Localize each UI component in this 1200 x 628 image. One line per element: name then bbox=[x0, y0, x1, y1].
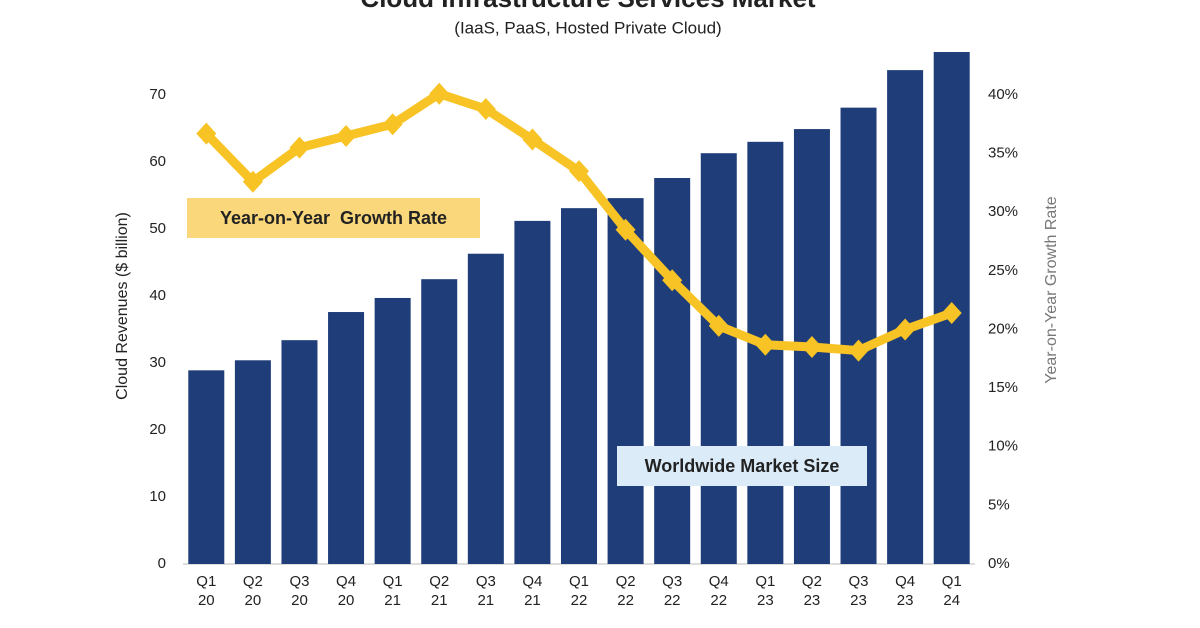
y-tick-label: 50 bbox=[149, 220, 166, 237]
bar bbox=[281, 340, 318, 564]
annotation: Year-on-Year Growth Rate bbox=[220, 208, 447, 228]
bar bbox=[700, 153, 737, 564]
y-axis-label: Cloud Revenues ($ billion) bbox=[114, 212, 131, 400]
y2-tick-label: 40% bbox=[988, 86, 1018, 103]
marker bbox=[289, 136, 310, 159]
marker bbox=[242, 170, 263, 193]
y-tick-label: 70 bbox=[149, 86, 166, 103]
x-tick-label: 23 bbox=[897, 592, 914, 609]
x-tick-label: 23 bbox=[804, 592, 821, 609]
marker bbox=[848, 339, 869, 362]
y2-tick-label: 5% bbox=[988, 496, 1010, 513]
marker bbox=[569, 160, 589, 183]
x-tick-label: 21 bbox=[524, 592, 541, 609]
marker bbox=[615, 218, 636, 241]
marker bbox=[475, 97, 496, 120]
x-tick-label: 23 bbox=[757, 592, 774, 609]
x-tick-label: Q1 bbox=[569, 573, 589, 590]
x-tick-label: Q4 bbox=[709, 573, 729, 590]
y-tick-label: 40 bbox=[149, 287, 166, 304]
x-tick-label: 21 bbox=[477, 592, 494, 609]
marker bbox=[662, 269, 683, 292]
marker bbox=[382, 113, 403, 136]
marker bbox=[708, 314, 729, 337]
x-tick-label: 21 bbox=[384, 592, 401, 609]
x-tick-label: Q2 bbox=[616, 573, 636, 590]
bar bbox=[887, 70, 924, 564]
marker bbox=[801, 336, 822, 359]
y2-tick-label: 25% bbox=[988, 262, 1018, 279]
x-tick-label: Q2 bbox=[802, 573, 822, 590]
x-tick-label: Q1 bbox=[942, 573, 962, 590]
annotation: Worldwide Market Size bbox=[645, 456, 840, 476]
x-tick-label: Q3 bbox=[849, 573, 869, 590]
chart-subtitle: (IaaS, PaaS, Hosted Private Cloud) bbox=[454, 18, 721, 37]
x-tick-label: 20 bbox=[338, 592, 355, 609]
y2-tick-label: 35% bbox=[988, 145, 1018, 162]
x-tick-label: Q4 bbox=[336, 573, 356, 590]
bar bbox=[421, 279, 458, 564]
annotation-box bbox=[617, 446, 867, 486]
marker bbox=[522, 128, 543, 151]
y-tick-label: 30 bbox=[149, 354, 166, 371]
y2-tick-label: 30% bbox=[988, 203, 1018, 220]
y2-tick-label: 10% bbox=[988, 438, 1018, 455]
x-tick-label: 22 bbox=[664, 592, 681, 609]
x-tick-label: 22 bbox=[617, 592, 634, 609]
marker bbox=[336, 124, 357, 147]
x-tick-label: Q3 bbox=[662, 573, 682, 590]
x-tick-label: Q2 bbox=[429, 573, 449, 590]
chart-title: Cloud Infrastructure Services Market bbox=[360, 0, 815, 13]
x-tick-label: Q1 bbox=[196, 573, 216, 590]
bar bbox=[561, 208, 597, 564]
x-tick-label: 20 bbox=[198, 592, 215, 609]
x-tick-label: Q3 bbox=[476, 573, 496, 590]
y-tick-label: 60 bbox=[149, 153, 166, 170]
bar bbox=[374, 297, 411, 564]
marker bbox=[196, 122, 217, 145]
bar bbox=[840, 107, 877, 565]
x-tick-label: 22 bbox=[571, 592, 588, 609]
bar bbox=[514, 220, 551, 565]
y-tick-label: 20 bbox=[149, 421, 166, 438]
x-tick-label: Q1 bbox=[383, 573, 403, 590]
x-tick-label: 24 bbox=[943, 592, 960, 609]
bar bbox=[607, 198, 644, 565]
marker bbox=[895, 318, 916, 341]
x-tick-label: 23 bbox=[850, 592, 867, 609]
marker bbox=[429, 82, 450, 105]
marker bbox=[941, 302, 962, 325]
bar bbox=[654, 178, 691, 564]
y2-tick-label: 20% bbox=[988, 320, 1018, 337]
y2-tick-label: 15% bbox=[988, 379, 1018, 396]
x-tick-label: Q4 bbox=[522, 573, 542, 590]
x-tick-label: Q4 bbox=[895, 573, 915, 590]
annotation-box bbox=[187, 198, 480, 238]
x-tick-label: 20 bbox=[245, 592, 262, 609]
y-tick-label: 10 bbox=[149, 488, 166, 505]
bar bbox=[328, 312, 365, 564]
bar bbox=[467, 253, 504, 565]
x-tick-label: Q2 bbox=[243, 573, 263, 590]
x-tick-label: Q1 bbox=[755, 573, 775, 590]
bar bbox=[234, 360, 271, 564]
x-tick-label: 20 bbox=[291, 592, 308, 609]
y-tick-label: 0 bbox=[158, 555, 166, 572]
y2-tick-label: 0% bbox=[988, 555, 1010, 572]
x-tick-label: 21 bbox=[431, 592, 448, 609]
bar bbox=[188, 370, 225, 564]
y2-axis-label: Year-on-Year Growth Rate bbox=[1043, 196, 1060, 383]
marker bbox=[755, 333, 776, 356]
x-tick-label: Q3 bbox=[289, 573, 309, 590]
x-tick-label: 22 bbox=[710, 592, 727, 609]
